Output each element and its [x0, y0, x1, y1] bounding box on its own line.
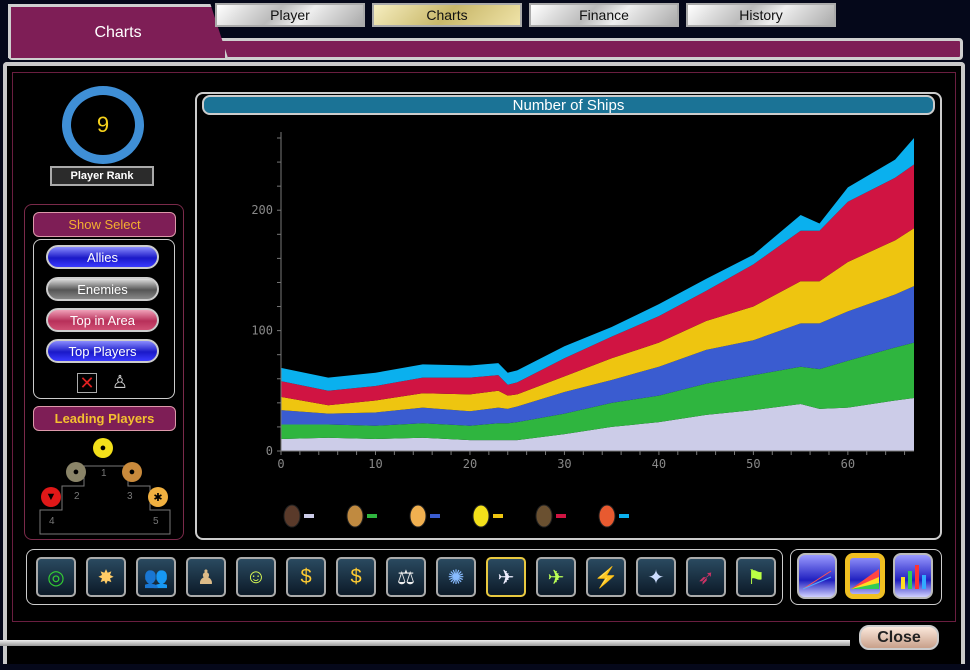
area-series-1 — [281, 342, 914, 441]
legend-swatch — [430, 514, 440, 518]
x-tick-label: 0 — [277, 457, 284, 471]
destroyed-ship-icon[interactable]: ⚡ — [586, 557, 626, 597]
tan-faction-icon — [346, 504, 364, 528]
flag-icon[interactable]: ⚑ — [736, 557, 776, 597]
tab-charts[interactable]: Charts — [372, 3, 522, 27]
page-title: Charts — [8, 4, 228, 58]
tab-player[interactable]: Player — [215, 3, 365, 27]
top-players-button[interactable]: Top Players — [46, 339, 159, 363]
red-orange-faction-icon — [598, 504, 616, 528]
mech-icon[interactable]: ✦ — [636, 557, 676, 597]
place-3: 3 — [127, 491, 133, 502]
left-panel — [24, 204, 184, 540]
show-select-box — [33, 239, 175, 399]
scales-icon[interactable]: ⚖ — [386, 557, 426, 597]
add-money-icon[interactable]: $ — [286, 557, 326, 597]
x-tick-label: 30 — [557, 457, 571, 471]
y-tick-label: 0 — [266, 444, 273, 458]
ships-area-chart: 0 10 20 30 40 50 60 0 100 200 — [251, 132, 914, 528]
legend-swatch — [304, 514, 314, 518]
add-ship-icon[interactable]: ✈ — [536, 557, 576, 597]
chart-type-toolbar — [790, 549, 942, 605]
y-tick-label: 200 — [251, 203, 273, 217]
place-5: 5 — [153, 516, 159, 527]
bar-chart-icon[interactable] — [893, 553, 933, 599]
people-icon[interactable]: 👥 — [136, 557, 176, 597]
player-rank-label: Player Rank — [50, 166, 154, 186]
area-chart-icon[interactable] — [845, 553, 885, 599]
place-1: 1 — [101, 468, 107, 479]
x-tick-label: 20 — [463, 457, 477, 471]
leader-3-icon[interactable]: ● — [122, 462, 142, 482]
area-series-5 — [281, 138, 914, 391]
line-chart-icon[interactable] — [797, 553, 837, 599]
clear-x-icon[interactable]: ✕ — [77, 373, 97, 393]
legend-swatch — [367, 514, 377, 518]
place-2: 2 — [74, 491, 80, 502]
chart-title: Number of Ships — [202, 95, 935, 115]
podium — [39, 465, 171, 535]
player-silhouette-icon[interactable]: ♙ — [111, 372, 129, 392]
leaf-faction-icon — [535, 504, 553, 528]
yellow-faction-icon — [472, 504, 490, 528]
x-tick-label: 10 — [368, 457, 382, 471]
content-border — [12, 72, 956, 622]
x-tick-label: 40 — [652, 457, 666, 471]
remove-money-icon[interactable]: $ — [336, 557, 376, 597]
show-select-header: Show Select — [33, 212, 176, 237]
stat-toolbar — [26, 549, 783, 605]
leader-5-icon[interactable]: ✱ — [148, 487, 168, 507]
fighter-icon[interactable]: ➶ — [686, 557, 726, 597]
brown-faction-icon — [283, 504, 301, 528]
legend-swatch — [493, 514, 503, 518]
area-series-3 — [281, 228, 914, 414]
bottom-frame — [0, 640, 850, 646]
ship-icon[interactable]: ✈ — [486, 557, 526, 597]
tab-finance[interactable]: Finance — [529, 3, 679, 27]
leader-1-icon[interactable]: ● — [93, 438, 113, 458]
area-series-4 — [281, 164, 914, 406]
leader-2-icon[interactable]: ● — [66, 462, 86, 482]
place-4: 4 — [49, 516, 55, 527]
enemies-button[interactable]: Enemies — [46, 277, 159, 301]
smiley-icon[interactable]: ☺ — [236, 557, 276, 597]
legend-swatch — [556, 514, 566, 518]
tab-history[interactable]: History — [686, 3, 836, 27]
portal-icon[interactable]: ✺ — [436, 557, 476, 597]
army-icon[interactable]: ♟ — [186, 557, 226, 597]
close-button[interactable]: Close — [859, 625, 939, 650]
x-tick-label: 60 — [841, 457, 855, 471]
player-rank-badge: 9 — [62, 86, 144, 164]
y-tick-label: 100 — [251, 324, 273, 338]
orange-faction-icon — [409, 504, 427, 528]
x-tick-label: 50 — [746, 457, 760, 471]
target-icon[interactable]: ◎ — [36, 557, 76, 597]
top-in-area-button[interactable]: Top in Area — [46, 308, 159, 332]
leading-players-header: Leading Players — [33, 406, 176, 431]
explosion-icon[interactable]: ✸ — [86, 557, 126, 597]
area-series-2 — [281, 286, 914, 426]
allies-button[interactable]: Allies — [46, 245, 159, 269]
leader-4-icon[interactable]: ▼ — [41, 487, 61, 507]
area-series-0 — [281, 398, 914, 451]
legend-swatch — [619, 514, 629, 518]
chart-panel — [195, 92, 942, 540]
